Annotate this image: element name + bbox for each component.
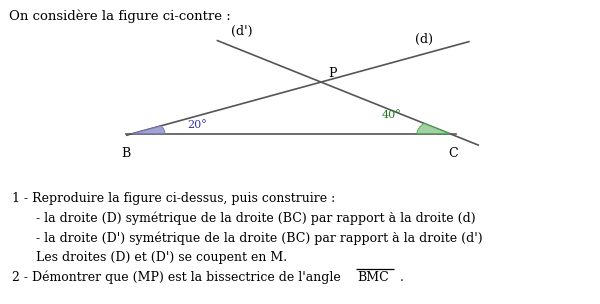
Polygon shape bbox=[132, 126, 165, 134]
Text: BMC: BMC bbox=[357, 271, 389, 284]
Text: (d'): (d') bbox=[231, 25, 252, 38]
Text: (d): (d) bbox=[415, 33, 433, 46]
Text: Les droites (D) et (D') se coupent en M.: Les droites (D) et (D') se coupent en M. bbox=[36, 251, 287, 264]
Text: 20°: 20° bbox=[187, 120, 207, 130]
Text: .: . bbox=[396, 271, 404, 284]
Text: 2 - Démontrer que (MP) est la bissectrice de l'angle: 2 - Démontrer que (MP) est la bissectric… bbox=[12, 271, 345, 284]
Text: B: B bbox=[121, 147, 131, 161]
Text: - la droite (D') symétrique de la droite (BC) par rapport à la droite (d'): - la droite (D') symétrique de la droite… bbox=[36, 231, 482, 244]
Text: P: P bbox=[328, 67, 337, 80]
Polygon shape bbox=[417, 123, 450, 134]
Text: C: C bbox=[448, 147, 458, 161]
Text: On considère la figure ci-contre :: On considère la figure ci-contre : bbox=[9, 9, 231, 22]
Text: 1 - Reproduire la figure ci-dessus, puis construire :: 1 - Reproduire la figure ci-dessus, puis… bbox=[12, 192, 335, 205]
Text: - la droite (D) symétrique de la droite (BC) par rapport à la droite (d): - la droite (D) symétrique de la droite … bbox=[36, 211, 476, 225]
Text: 40°: 40° bbox=[382, 110, 401, 120]
